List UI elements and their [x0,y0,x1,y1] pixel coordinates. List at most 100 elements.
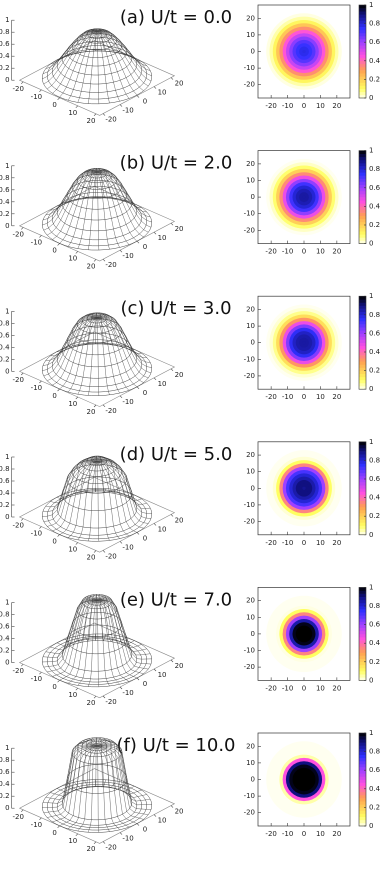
colorbar-segment [359,76,366,80]
colorbar-segment [359,187,366,192]
colorbar-segment [359,73,366,77]
surface-spoke [52,745,98,823]
panel-title: (c) U/t = 3.0 [120,298,231,319]
map-y-tick-label: 10 [246,176,255,184]
z-tick-label: 0 [5,804,9,812]
surface-spoke [96,458,147,505]
x-tick-label: -10 [31,238,42,246]
surface-spoke [45,30,98,69]
surface-spoke [50,458,98,503]
surface-ring [61,186,133,221]
colorbar-segment [359,194,366,198]
map-y-tick-label: 0 [251,193,255,201]
colorbar-segment [359,742,366,746]
colorbar-segment [359,745,366,749]
y-tick [153,86,157,89]
colorbar-segment [359,816,366,821]
y-tick [102,841,106,844]
surface-ring [86,313,108,324]
surface-spoke [43,171,98,231]
surface-ring [61,476,133,511]
x-tick-label: 20 [87,845,96,853]
colorbar-frame [358,441,367,536]
colorbar-tick-label: 1 [369,1,373,9]
map-y-tick-label: 0 [251,339,255,347]
surface-spoke [42,744,98,804]
z-tick-label: 1 [5,16,9,24]
colorbar-tick-label: 0.2 [369,221,380,229]
colorbar-segment [359,528,366,532]
map-x-tick-label: -20 [265,830,276,838]
z-tick-label: 0.4 [0,343,10,351]
surface-ring [86,168,108,179]
surface-spoke [96,745,144,820]
x-tick [93,695,97,699]
colorbar-segment [359,88,366,93]
y-tick [136,823,140,826]
surface-ring [46,781,148,831]
surface-spoke [87,600,98,687]
y-tick-label: -20 [105,698,116,706]
colorbar-tick-label: 0.8 [369,311,380,319]
surface-spoke [96,745,138,824]
colorbar-tick-label: 0.4 [369,494,381,502]
y-tick [170,659,174,663]
colorbar-segment [359,197,366,201]
surface-spoke [96,745,100,833]
surface-ring [91,597,103,604]
surface-spoke [96,31,152,77]
x-tick-label: -20 [12,667,23,675]
map-y-tick-label: 0 [251,48,255,56]
colorbar-segment [359,14,366,18]
y-tick-label: 20 [175,662,184,670]
surface-ring [76,313,118,334]
colorbar-segment [359,215,366,220]
y-tick [136,240,140,244]
colorbar-segment [359,82,366,86]
colorbar-segment [359,48,366,52]
surface-spoke [94,737,98,787]
surface-spoke [45,743,98,800]
y-tick [153,377,157,381]
colorbar-segment [359,674,366,678]
surface-spoke [96,600,130,682]
surface-spoke [77,745,98,832]
base-plane [18,185,176,262]
surface-ring [42,342,152,396]
surface-spoke [64,595,98,645]
surface-spoke [96,600,152,665]
map-x-tick-label: -10 [282,539,293,547]
surface-spoke [52,171,98,240]
colorbar-segment [359,221,366,226]
surface-ring [66,464,128,494]
colorbar-segment [359,358,366,362]
x-tick [75,396,79,400]
colorbar-segment [359,658,366,663]
surface-spoke [52,31,98,94]
surface-ring [61,41,133,76]
colorbar-segment [359,760,366,765]
map-y-tick-label: 20 [246,14,255,22]
base-plane [18,477,176,553]
z-tick-label: 0.2 [0,792,10,800]
surface-spoke [87,171,98,250]
surface-spoke [96,317,120,394]
colorbar-segment [359,819,366,824]
colorbar-segment [359,810,366,814]
colorbar-segment [359,321,366,325]
colorbar-tick-label: 0 [369,531,373,539]
y-tick-label: 0 [143,680,147,688]
colorbar-segment [359,178,366,182]
z-tick-label: 0 [5,513,9,521]
colorbar-segment [359,364,366,368]
colorbar-segment [359,228,366,232]
surface-spoke [50,742,98,797]
x-tick [39,817,42,821]
colorbar-segment [359,296,366,300]
colorbar-segment [359,39,366,43]
x-tick [75,105,79,109]
map-x-tick-label: -20 [265,393,276,401]
y-tick-label: 10 [158,380,167,388]
surface-ring [61,332,133,368]
colorbar-segment [359,169,366,173]
